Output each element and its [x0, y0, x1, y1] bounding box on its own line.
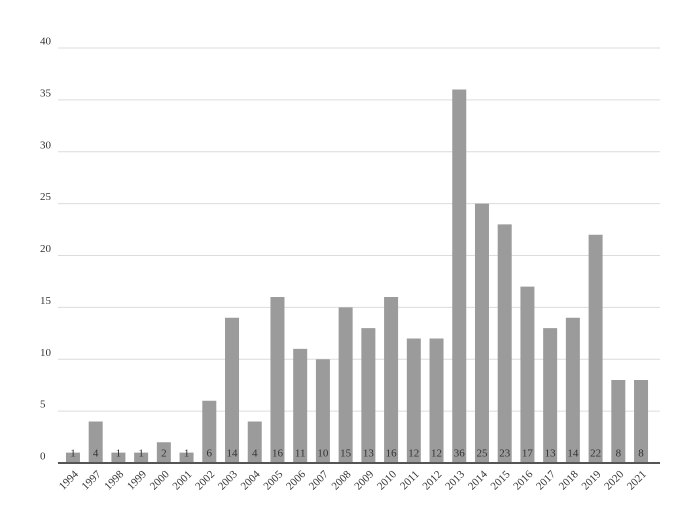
data-label: 8 — [638, 448, 644, 460]
x-tick-label: 2017 — [534, 468, 558, 492]
data-label: 1 — [138, 448, 144, 460]
bar — [520, 286, 535, 463]
data-label: 4 — [93, 448, 99, 460]
data-label: 8 — [616, 448, 622, 460]
bar — [88, 421, 103, 463]
x-tick-label: 2011 — [398, 468, 422, 492]
data-label: 36 — [454, 448, 466, 460]
x-tick-label: 2010 — [375, 468, 399, 492]
bar — [543, 328, 558, 463]
y-tick-label: 0 — [40, 451, 46, 463]
y-tick-label: 30 — [40, 139, 52, 151]
x-tick-label: 2008 — [330, 468, 354, 492]
x-tick-label: 1999 — [125, 468, 149, 492]
bar — [429, 338, 444, 463]
y-tick-label: 35 — [40, 87, 52, 99]
bar — [452, 89, 467, 463]
x-tick-label: 2018 — [557, 468, 581, 492]
x-tick-label: 1998 — [102, 468, 126, 492]
bar — [134, 452, 149, 463]
x-tick-label: 2004 — [239, 468, 263, 492]
bar — [179, 452, 194, 463]
bar — [497, 224, 512, 463]
x-tick-label: 2007 — [307, 468, 331, 492]
data-label: 17 — [522, 448, 534, 460]
bar — [361, 328, 376, 463]
x-tick-label: 2021 — [625, 468, 649, 492]
bar — [111, 452, 126, 463]
data-label: 1 — [70, 448, 76, 460]
bar — [270, 297, 285, 463]
bar — [565, 317, 580, 463]
x-tick-label: 2002 — [193, 468, 217, 492]
y-tick-label: 40 — [40, 36, 52, 48]
x-tick-label: 2006 — [284, 468, 308, 492]
x-tick-label: 2013 — [443, 468, 467, 492]
bar — [225, 317, 240, 463]
y-tick-label: 10 — [40, 347, 52, 359]
x-tick-label: 2000 — [148, 468, 172, 492]
x-tick-label: 2012 — [420, 468, 444, 492]
data-label: 13 — [545, 448, 557, 460]
bar — [247, 421, 262, 463]
data-label: 4 — [252, 448, 258, 460]
data-label: 12 — [431, 448, 442, 460]
x-tick-label: 1997 — [80, 468, 104, 492]
data-label: 16 — [272, 448, 284, 460]
x-tick-label: 2020 — [602, 468, 626, 492]
x-tick-label: 2005 — [261, 468, 285, 492]
bar — [315, 359, 330, 463]
x-tick-label: 2014 — [466, 468, 490, 492]
data-label: 11 — [295, 448, 306, 460]
y-tick-label: 20 — [40, 243, 52, 255]
data-label: 6 — [207, 448, 213, 460]
data-label: 14 — [227, 448, 239, 460]
bar — [156, 442, 171, 463]
data-label: 1 — [184, 448, 190, 460]
y-tick-label: 5 — [40, 399, 46, 411]
bar — [474, 203, 489, 463]
x-tick-label: 2003 — [216, 468, 240, 492]
bar — [293, 348, 308, 463]
bar — [65, 452, 80, 463]
bar — [202, 400, 217, 463]
data-label: 12 — [408, 448, 419, 460]
data-label: 23 — [499, 448, 511, 460]
data-label: 10 — [317, 448, 329, 460]
x-tick-label: 2016 — [511, 468, 535, 492]
data-label: 25 — [476, 448, 488, 460]
data-label: 2 — [161, 448, 167, 460]
bar — [588, 234, 603, 463]
x-tick-label: 1994 — [57, 468, 81, 492]
bar — [634, 380, 649, 463]
bar — [384, 297, 399, 463]
bar — [611, 380, 626, 463]
x-tick-label: 2019 — [579, 468, 603, 492]
data-label: 16 — [386, 448, 398, 460]
bar — [406, 338, 421, 463]
y-tick-label: 15 — [40, 295, 52, 307]
data-label: 13 — [363, 448, 375, 460]
y-tick-label: 25 — [40, 191, 52, 203]
data-label: 1 — [116, 448, 122, 460]
bar — [338, 307, 353, 463]
data-label: 22 — [590, 448, 601, 460]
x-tick-label: 2001 — [170, 468, 194, 492]
data-label: 15 — [340, 448, 352, 460]
x-tick-label: 2009 — [352, 468, 376, 492]
data-label: 14 — [567, 448, 579, 460]
x-tick-label: 2015 — [489, 468, 513, 492]
